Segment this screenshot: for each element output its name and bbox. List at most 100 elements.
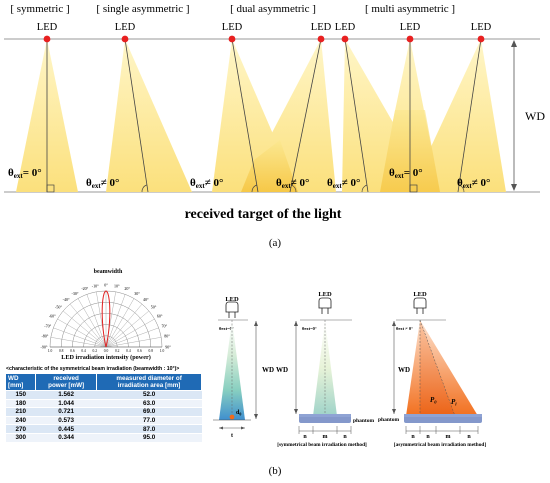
polar-radial-label: 0.2 (115, 349, 120, 353)
polar-spoke (69, 303, 107, 348)
angle-arc-multi-left (361, 184, 368, 193)
polar-spoke (105, 318, 155, 348)
led-label: LED (37, 22, 58, 33)
cell-diameter: 95.0 (96, 432, 202, 442)
wd-label-b1: WD (262, 366, 274, 374)
axis-dual-left (231, 38, 259, 193)
led-label: LED (311, 22, 332, 33)
header-dual-asymmetric: [ dual asymmetric ] (230, 3, 316, 15)
beam-characteristic-table: WD [mm] received power [mW] measured diame… (6, 374, 202, 442)
polar-spoke (57, 318, 107, 348)
polar-spoke (50, 337, 107, 348)
theta-small-b2: θext=0° (302, 326, 317, 331)
wd-arrow-bottom-b1 (254, 414, 258, 419)
polar-angle-label: -10° (92, 283, 99, 288)
cell-wd: 210 (6, 407, 36, 417)
cell-power: 0.445 (35, 424, 97, 434)
polar-spoke (53, 327, 107, 348)
col-header-power: received power [mW] (35, 374, 98, 391)
theta-label-multi-center: θext= 0° (389, 167, 423, 180)
polar-spoke (105, 294, 126, 348)
polar-plot: -90° -80° -70° -60° -50°-40°-30°-20° -10° 0° 10… (41, 283, 172, 354)
beam-multi-right (410, 39, 506, 192)
axis-single (124, 38, 149, 193)
asym-caption: [asymmetrical beam irradiation method] (394, 442, 486, 448)
theta-label-multi-right: θext≠ 0° (457, 177, 490, 190)
cell-wd: 150 (6, 390, 36, 400)
table-header-row: WD [mm] received power [mW] measured diame… (6, 374, 202, 391)
n-label: n (303, 434, 307, 440)
t-arrow-right (241, 426, 245, 430)
axis-multi-right (457, 38, 482, 193)
polar-angle-label: 40° (143, 297, 149, 302)
led-dot (228, 35, 236, 43)
n-label: n (467, 434, 471, 440)
led-dot (477, 35, 485, 43)
table-row: 270 0.445 87.0 (6, 424, 202, 434)
polar-radial-label: 0.4 (81, 349, 86, 353)
polar-spoke (62, 310, 107, 348)
cell-diameter: 69.0 (96, 407, 202, 417)
led-label: LED (335, 22, 356, 33)
angle-arc-single (141, 184, 147, 193)
wd-arrow-bottom-b3 (392, 409, 396, 414)
cell-power: 1.562 (35, 390, 97, 400)
polar-angle-label: 70° (161, 323, 167, 328)
d0-label: d0 (236, 410, 241, 417)
target-label: received target of the light (185, 207, 342, 222)
led-bulb-icon (413, 297, 427, 314)
polar-radial-label: 1.0 (48, 349, 53, 353)
polar-spoke (105, 303, 143, 348)
led-label-b2: LED (318, 291, 332, 298)
led-bulb-icon (225, 301, 239, 318)
wd-arrow-top-b1 (254, 321, 258, 326)
polar-angle-label: 10° (114, 283, 120, 288)
led-bulb-icon (318, 297, 332, 314)
t-label: t (231, 433, 233, 439)
wd-arrow-top (511, 40, 517, 47)
led-dot (121, 35, 129, 43)
wd-label: WD (525, 109, 545, 123)
axis-slant-b3 (419, 319, 456, 417)
axis-dual-right (289, 38, 322, 193)
sym-caption: [symmetrical beam irradiation method] (277, 442, 367, 448)
table-row: 240 0.573 77.0 (6, 415, 202, 425)
polar-angle-label: -30° (72, 291, 79, 296)
n-label: n (411, 434, 415, 440)
polar-angle-label: -80° (41, 334, 48, 339)
n-label: n (426, 434, 430, 440)
beam-green-b2 (313, 320, 337, 416)
polar-angle-label: 20° (124, 286, 130, 291)
polar-radial-label: 1.0 (160, 349, 165, 353)
cell-wd: 270 (6, 424, 36, 434)
led-label: LED (400, 22, 421, 33)
theta-small-b1: θext=0° (219, 326, 234, 331)
polar-radial-label: 0.8 (149, 349, 154, 353)
polar-spoke (105, 327, 159, 348)
led-label-b3: LED (413, 291, 427, 298)
header-single-asymmetric: [ single asymmetric ] (96, 3, 189, 15)
wd-arrow-top-b2 (294, 321, 298, 326)
cell-wd: 300 (6, 432, 36, 442)
panel-a-label: (a) (269, 237, 282, 249)
panel-a: [ symmetric ] [ single asymmetric ] [ du… (4, 3, 545, 249)
right-angle-multi-center (409, 184, 418, 193)
polar-spoke (77, 298, 107, 348)
pl-label: Pl (451, 398, 457, 407)
theta-label-multi-left: θext≠ 0° (327, 177, 360, 190)
beam-dual-overlap (241, 140, 298, 192)
theta-small-b3: θext ≠ 0° (396, 326, 413, 331)
polar-angle-label: 60° (157, 314, 163, 319)
m-label: m (323, 434, 328, 440)
table-row: 150 1.562 52.0 (6, 390, 202, 400)
p0-label: P0 (430, 396, 437, 405)
col-header-wd: WD [mm] (6, 374, 37, 391)
polar-angle-label: 80° (164, 334, 170, 339)
header-symmetric: [ symmetric ] (10, 3, 69, 15)
led-label: LED (115, 22, 136, 33)
wd-label-b2: WD (276, 366, 288, 374)
cell-power: 1.044 (35, 398, 97, 408)
col-header-diameter: measured diameter of irradiation area [mm… (96, 374, 202, 391)
cell-diameter: 63.0 (96, 398, 202, 408)
angle-arc-multi-right (458, 184, 465, 193)
